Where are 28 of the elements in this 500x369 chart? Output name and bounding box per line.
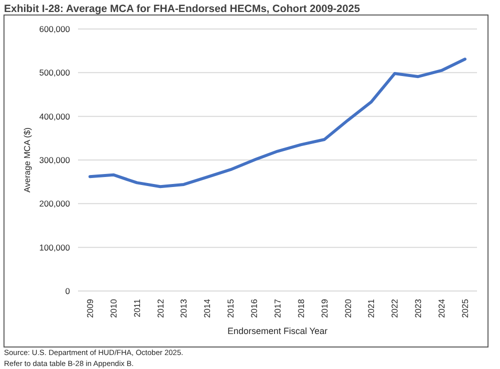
x-tick-label: 2011 [132, 298, 142, 318]
y-tick-label: 600,000 [39, 24, 70, 34]
x-axis-title: Endorsement Fiscal Year [227, 326, 328, 336]
chart-title: Exhibit I-28: Average MCA for FHA-Endorsed HECMs, Cohort 2009-2025 [4, 3, 360, 15]
x-tick-label: 2017 [272, 298, 282, 318]
x-tick-label: 2015 [226, 298, 236, 318]
x-tick-label: 2014 [202, 298, 212, 318]
x-tick-label: 2021 [366, 298, 376, 318]
x-tick-label: 2025 [460, 298, 470, 318]
x-tick-label: 2024 [436, 298, 447, 318]
y-tick-label: 0 [65, 286, 70, 296]
y-tick-label: 200,000 [39, 198, 70, 209]
y-tick-label: 100,000 [39, 242, 70, 252]
x-tick-label: 2009 [84, 298, 95, 318]
x-tick-label: 2010 [108, 298, 118, 318]
x-tick-label: 2022 [390, 298, 400, 318]
x-tick-label: 2016 [249, 298, 260, 318]
y-tick-label: 300,000 [39, 154, 70, 165]
line-series [88, 58, 466, 188]
x-tick-label: 2013 [178, 298, 189, 318]
x-tick-label: 2018 [296, 298, 306, 318]
x-tick-label: 2012 [155, 298, 166, 318]
y-axis-title: Average MCA ($) [22, 127, 32, 193]
y-tick-label: 500,000 [39, 68, 70, 78]
x-tick-label: 2019 [319, 298, 330, 318]
y-tick-label: 400,000 [39, 111, 70, 122]
x-tick-label: 2023 [413, 298, 424, 318]
x-tick-label: 2020 [342, 298, 353, 318]
